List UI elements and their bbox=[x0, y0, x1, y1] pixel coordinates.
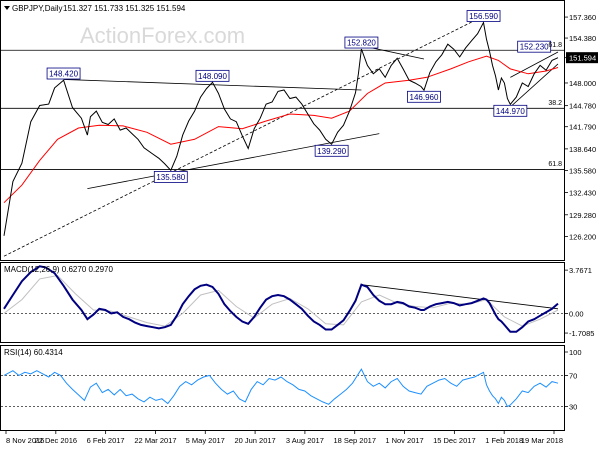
price-label-box bbox=[517, 40, 552, 53]
price-label-text: 152.820 bbox=[347, 39, 376, 48]
rsi-y-tick-label: 30 bbox=[569, 403, 577, 412]
last-price-box bbox=[566, 52, 598, 64]
price-label-box bbox=[493, 104, 528, 117]
x-axis-date-label: 15 Dec 2017 bbox=[433, 436, 476, 445]
x-axis-date-label: 20 Jun 2017 bbox=[234, 436, 275, 445]
price-y-tick-label: 157.360 bbox=[569, 13, 596, 22]
macd-title: MACD(12,26,9) 0.6270 0.2970 bbox=[4, 265, 114, 274]
fib-percent-label: 61.8 bbox=[548, 161, 562, 168]
macd-trendline bbox=[361, 284, 559, 310]
price-y-tick-label: 141.790 bbox=[569, 123, 596, 132]
price-annotations: 148.420 148.090 135.580 139.290 152.820 146.9… bbox=[46, 10, 562, 183]
symbol-label: GBPJPY,Daily bbox=[12, 4, 63, 13]
macd-y-tick-label: -1.7085 bbox=[569, 329, 594, 338]
price-label-text: 135.580 bbox=[156, 173, 185, 182]
price-y-tick-label: 135.580 bbox=[569, 166, 596, 175]
symbol-triangle-icon bbox=[4, 6, 10, 10]
price-line bbox=[3, 20, 559, 236]
fib-percent-label: 61.8 bbox=[548, 42, 562, 49]
price-y-tick-label: 126.200 bbox=[569, 232, 596, 241]
x-axis-date-label: 6 Feb 2017 bbox=[87, 436, 125, 445]
x-axis-date-label: 8 Nov 2016 bbox=[6, 436, 44, 445]
x-axis-date-label: 19 Mar 2018 bbox=[521, 436, 563, 445]
price-label-text: 148.420 bbox=[49, 70, 78, 79]
x-axis-date-label: 3 Aug 2017 bbox=[286, 436, 324, 445]
macd-y-tick-label: 0.00 bbox=[569, 309, 584, 318]
price-label-text: 139.290 bbox=[317, 147, 346, 156]
price-y-tick-label: 129.280 bbox=[569, 211, 596, 220]
price-label-text: 156.590 bbox=[469, 12, 498, 21]
x-axis-date-label: 1 Nov 2017 bbox=[385, 436, 423, 445]
price-label-text: 148.090 bbox=[198, 72, 227, 81]
price-trendline bbox=[3, 15, 484, 257]
price-trendline bbox=[510, 63, 559, 108]
rsi-y-tick-label: 70 bbox=[569, 371, 577, 380]
x-axis-date-label: 22 Mar 2017 bbox=[134, 436, 176, 445]
price-label-box bbox=[407, 90, 441, 103]
last-price-label: 151.594 bbox=[569, 54, 596, 63]
fib-percent-label: 38.2 bbox=[548, 100, 562, 107]
rsi-line bbox=[3, 368, 559, 408]
price-y-tick-label: 138.640 bbox=[569, 145, 596, 154]
watermark-text: ActionForex.com bbox=[80, 23, 245, 48]
x-axis-date-label: 5 May 2017 bbox=[186, 436, 225, 445]
price-y-tick-label: 132.430 bbox=[569, 189, 596, 198]
price-panel-frame bbox=[0, 0, 565, 261]
x-axis-date-label: 22 Dec 2016 bbox=[35, 436, 78, 445]
ohlc-label: 151.327 151.733 151.325 151.594 bbox=[63, 4, 186, 13]
rsi-title: RSI(14) 60.4314 bbox=[4, 348, 63, 357]
price-y-tick-label: 154.380 bbox=[569, 34, 596, 43]
price-label-box bbox=[466, 10, 501, 22]
price-trendline bbox=[63, 79, 362, 91]
price-label-box bbox=[46, 67, 81, 80]
rsi-panel-frame bbox=[0, 345, 565, 431]
price-label-text: 144.970 bbox=[496, 107, 525, 116]
price-label-text: 146.960 bbox=[410, 93, 439, 102]
price-label-box bbox=[344, 36, 379, 49]
price-y-tick-label: 144.780 bbox=[569, 102, 596, 111]
price-label-box bbox=[153, 171, 188, 183]
macd-y-tick-label: 3.7671 bbox=[569, 266, 592, 275]
macd-line bbox=[3, 265, 559, 333]
rsi-y-tick-label: 100 bbox=[569, 348, 582, 357]
price-label-box bbox=[195, 69, 230, 82]
price-label-text: 152.230 bbox=[520, 43, 549, 52]
price-label-box bbox=[314, 144, 349, 157]
price-y-tick-label: 148.000 bbox=[569, 79, 596, 88]
series-lines bbox=[3, 20, 559, 408]
price-trendline bbox=[510, 51, 559, 78]
axes: 157.360 154.380 151.594 148.000 144.780 141.7… bbox=[5, 13, 598, 445]
x-axis-date-label: 18 Sep 2017 bbox=[333, 436, 376, 445]
x-axis-date-label: 1 Feb 2018 bbox=[485, 436, 523, 445]
